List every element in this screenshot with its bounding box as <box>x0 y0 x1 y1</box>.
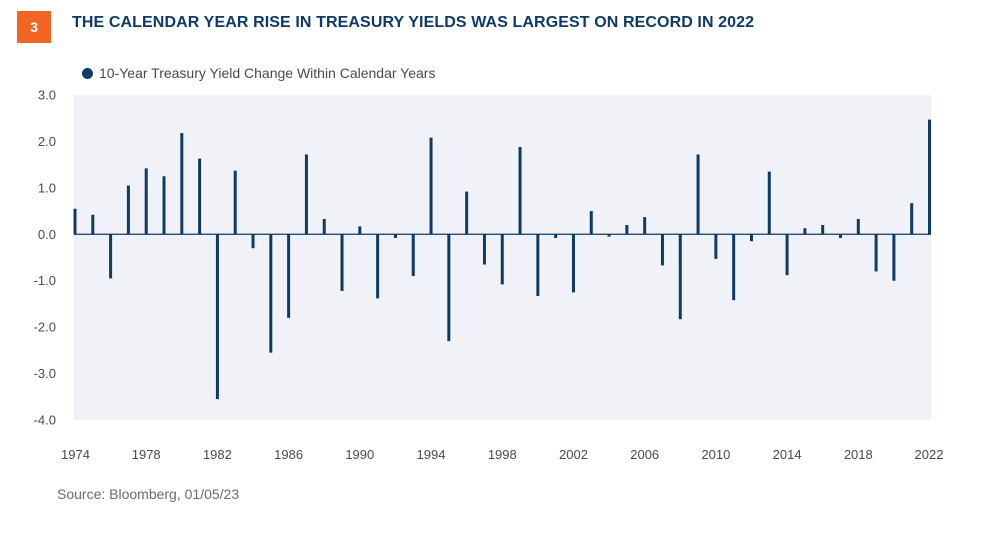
bar-1986 <box>287 234 291 318</box>
bar-1989 <box>340 234 344 291</box>
x-tick-label: 1982 <box>203 447 232 462</box>
bar-2002 <box>571 234 575 293</box>
bar-1987 <box>304 154 308 235</box>
bar-1998 <box>500 234 504 285</box>
bar-2010 <box>714 234 718 259</box>
x-axis-ticks: 1974 1978 1982 1986 1990 1994 1998 2002 2006 2010… <box>61 447 943 462</box>
bar-1995 <box>447 234 451 342</box>
bar-2018 <box>856 218 860 235</box>
bar-1994 <box>429 137 433 235</box>
bar-1991 <box>376 234 380 299</box>
bar-1996 <box>465 191 469 235</box>
bar-2011 <box>732 234 736 301</box>
bar-1999 <box>518 147 522 235</box>
x-tick-label: 2014 <box>773 447 802 462</box>
legend-label: 10-Year Treasury Yield Change Within Cal… <box>99 65 436 81</box>
bar-2017 <box>838 234 842 238</box>
bar-2000 <box>536 234 540 297</box>
bar-1982 <box>215 234 219 400</box>
bar-1974 <box>73 208 77 235</box>
bar-2012 <box>749 234 753 242</box>
bar-1992 <box>393 234 397 238</box>
bar-2016 <box>821 225 825 235</box>
y-tick-label: 1.0 <box>38 180 56 195</box>
legend-marker-icon <box>82 67 93 79</box>
bar-1985 <box>269 234 273 353</box>
bar-2009 <box>696 154 700 235</box>
chart-title: THE CALENDAR YEAR RISE IN TREASURY YIELD… <box>72 14 755 31</box>
bar-2006 <box>643 217 647 235</box>
y-tick-label: -4.0 <box>34 413 56 428</box>
bar-2022 <box>928 119 931 235</box>
bar-1990 <box>358 226 362 235</box>
source-note: Source: Bloomberg, 01/05/23 <box>57 486 240 502</box>
bar-1976 <box>109 234 113 279</box>
y-tick-label: -3.0 <box>34 366 56 381</box>
bar-1988 <box>322 218 326 235</box>
y-tick-label: 0.0 <box>38 227 56 242</box>
x-tick-label: 1998 <box>488 447 517 462</box>
x-tick-label: 2006 <box>630 447 659 462</box>
bar-2013 <box>767 171 771 235</box>
bar-1981 <box>198 158 202 235</box>
figure-number-badge: 3 <box>17 11 51 43</box>
y-axis-ticks: 3.0 2.0 1.0 0.0 -1.0 -2.0 -3.0 -4.0 <box>34 88 56 428</box>
bar-1984 <box>251 234 255 249</box>
bar-1993 <box>411 234 415 277</box>
bar-2020 <box>892 234 896 281</box>
bar-2014 <box>785 234 789 276</box>
x-tick-label: 1978 <box>132 447 161 462</box>
x-tick-label: 1986 <box>274 447 303 462</box>
x-tick-label: 2022 <box>915 447 944 462</box>
bar-2003 <box>589 211 593 235</box>
bar-1977 <box>126 185 130 235</box>
x-tick-label: 1990 <box>345 447 374 462</box>
y-tick-label: 3.0 <box>38 88 56 103</box>
bar-1983 <box>233 170 237 235</box>
y-tick-label: -1.0 <box>34 273 56 288</box>
bar-1980 <box>180 133 184 235</box>
bar-2021 <box>910 203 914 235</box>
bar-1997 <box>482 234 486 265</box>
x-tick-label: 2010 <box>701 447 730 462</box>
bar-2005 <box>625 225 629 235</box>
y-tick-label: -2.0 <box>34 320 56 335</box>
x-tick-label: 2002 <box>559 447 588 462</box>
bar-2007 <box>660 234 664 266</box>
y-tick-label: 2.0 <box>38 134 56 149</box>
bar-1978 <box>144 168 148 235</box>
bar-2004 <box>607 234 611 237</box>
x-tick-label: 1994 <box>417 447 446 462</box>
bar-2019 <box>874 234 878 272</box>
bar-2008 <box>678 234 682 320</box>
bar-2015 <box>803 228 807 235</box>
chart-legend: 10-Year Treasury Yield Change Within Cal… <box>82 65 435 81</box>
x-tick-label: 2018 <box>844 447 873 462</box>
bar-1975 <box>91 214 95 235</box>
bar-1979 <box>162 176 166 235</box>
x-tick-label: 1974 <box>61 447 90 462</box>
bar-2001 <box>554 234 558 238</box>
bars-group <box>73 119 931 400</box>
